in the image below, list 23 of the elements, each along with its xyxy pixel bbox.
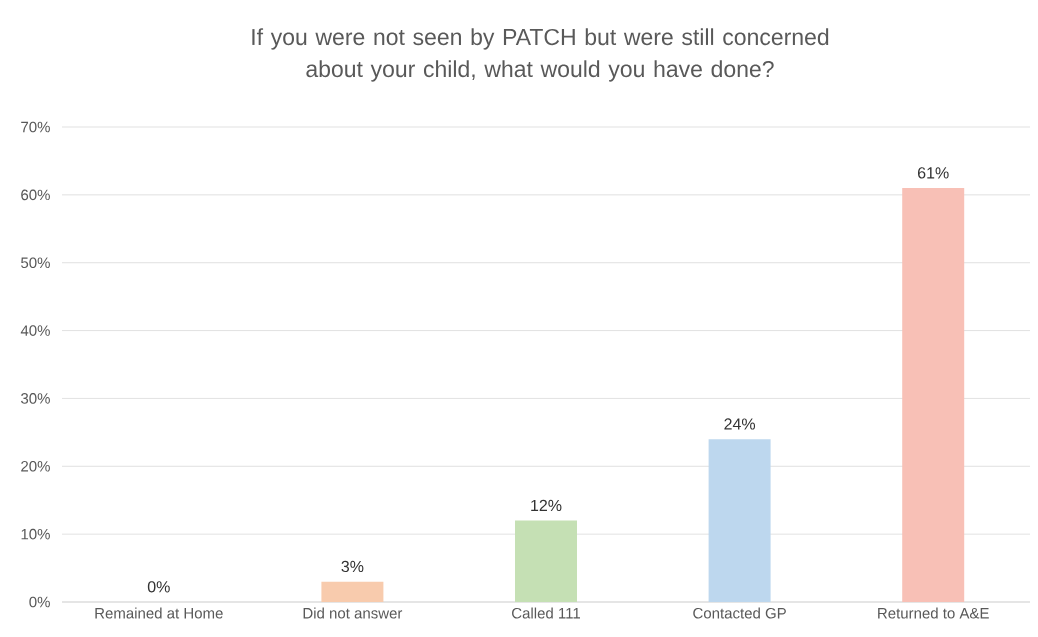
y-tick-label: 20% [21,460,50,472]
x-tick-label: Did not answer [303,607,403,619]
data-label: 3% [341,560,364,573]
y-tick-label: 50% [21,257,50,269]
x-tick-label: Called 111 [512,607,580,619]
y-tick-label: 60% [21,189,50,201]
x-tick-label: Contacted GP [693,607,786,619]
data-label: 61% [918,167,949,179]
bar [515,520,577,602]
y-tick-label: 30% [21,393,50,404]
y-tick-label: 0% [29,596,50,608]
y-tick-label: 10% [21,528,50,540]
y-tick-label: 70% [21,121,50,133]
x-tick-label: Remained at Home [95,607,223,619]
chart-title: If you were not seen by PATCH but were still concerned about your child, what would you have done? [252,28,829,82]
data-label: 12% [531,499,562,512]
data-label: 0% [147,581,170,593]
data-label: 24% [724,418,756,430]
x-tick-label: Returned to A&E [878,607,989,619]
bar [708,439,771,602]
bar [321,581,384,602]
y-tick-label: 40% [20,325,50,336]
bar [902,188,965,602]
